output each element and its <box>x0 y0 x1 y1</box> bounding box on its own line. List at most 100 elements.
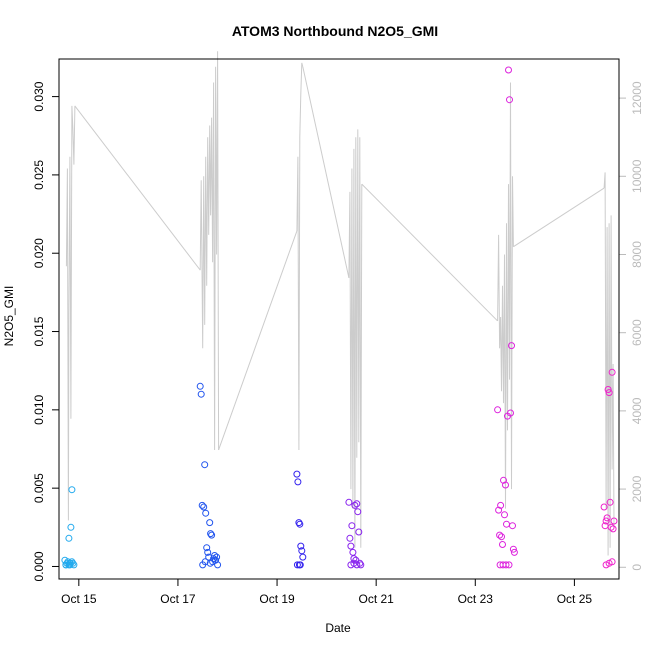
data-point <box>349 548 357 556</box>
data-point <box>506 96 513 104</box>
data-point <box>496 531 504 539</box>
data-point <box>201 558 209 566</box>
data-point <box>294 478 302 486</box>
data-point <box>68 558 76 566</box>
data-point <box>608 558 616 566</box>
data-point <box>507 409 514 417</box>
x-axis-label: Date <box>325 621 351 635</box>
data-point <box>509 545 517 553</box>
data-point <box>347 542 355 550</box>
data-point <box>351 501 359 509</box>
data-point <box>502 561 510 569</box>
data-point <box>67 523 75 531</box>
data-point <box>354 508 362 516</box>
y-tick-label: 0.000 <box>32 551 46 581</box>
y2-tick-label: 8000 <box>630 241 644 268</box>
data-point <box>211 552 219 559</box>
y-tick-label: 0.010 <box>32 395 46 425</box>
altitude-trace <box>65 51 615 556</box>
x-tick-label: Oct 25 <box>557 592 593 606</box>
axes: Oct 15 Oct 17 Oct 19 Oct 21 Oct 23 Oct 25 0.00… <box>32 81 644 606</box>
y-tick-label: 0.020 <box>32 238 46 268</box>
data-point <box>606 498 614 506</box>
data-point <box>65 534 73 542</box>
data-point <box>605 389 613 397</box>
data-point <box>503 520 510 528</box>
data-point <box>200 503 208 511</box>
data-point <box>206 519 214 527</box>
x-tick-label: Oct 21 <box>358 592 394 606</box>
plot-frame <box>58 58 620 580</box>
data-point <box>196 382 204 390</box>
data-point <box>509 522 516 530</box>
data-point <box>208 531 216 539</box>
y-tick-label: 0.025 <box>32 160 46 190</box>
y2-tick-label: 6000 <box>630 319 644 346</box>
altitude-connector <box>218 230 298 451</box>
data-point <box>348 522 356 530</box>
data-point <box>510 548 518 556</box>
data-point <box>345 498 353 506</box>
data-point <box>604 386 612 393</box>
data-point <box>198 501 206 509</box>
data-point <box>206 559 214 567</box>
y-axis-label: N2O5_GMI <box>2 286 16 347</box>
data-point <box>600 503 608 511</box>
data-point <box>508 342 515 350</box>
data-point <box>201 461 209 469</box>
y-tick-label: 0.015 <box>32 316 46 346</box>
data-point <box>608 368 616 376</box>
data-point <box>211 556 219 564</box>
y2-tick-label: 2000 <box>630 475 644 502</box>
data-point <box>505 66 512 74</box>
data-point <box>602 517 610 525</box>
data-point <box>299 553 307 561</box>
data-point <box>353 561 361 569</box>
x-tick-label: Oct 19 <box>259 592 295 606</box>
data-point <box>355 528 363 536</box>
data-point <box>607 523 615 531</box>
data-point <box>68 486 76 494</box>
data-point <box>609 525 617 533</box>
data-point <box>207 530 215 538</box>
y2-tick-label: 12000 <box>630 81 644 115</box>
y2-tick-label: 10000 <box>630 159 644 193</box>
altitude-connector <box>361 183 498 322</box>
data-point <box>495 506 503 514</box>
data-point <box>498 533 505 541</box>
data-point <box>203 544 211 552</box>
x-tick-label: Oct 23 <box>458 592 494 606</box>
data-point <box>499 541 506 548</box>
data-point <box>293 470 301 478</box>
data-point <box>202 509 210 517</box>
data-point <box>62 561 70 569</box>
altitude-connector <box>513 187 605 248</box>
data-point <box>350 555 358 563</box>
data-point <box>293 561 301 569</box>
data-point <box>346 534 354 542</box>
x-tick-label: Oct 15 <box>61 592 97 606</box>
data-point <box>494 406 502 414</box>
data-point <box>297 542 305 550</box>
data-point <box>502 481 509 489</box>
y-tick-label: 0.005 <box>32 473 46 503</box>
data-point <box>501 511 508 519</box>
y-tick-label: 0.030 <box>32 81 46 111</box>
chart-title: ATOM3 Northbound N2O5_GMI <box>232 23 438 39</box>
data-point <box>66 559 74 567</box>
data-point <box>204 548 212 556</box>
data-point <box>497 501 505 509</box>
data-point <box>357 561 365 569</box>
data-point <box>296 520 304 528</box>
data-point <box>353 500 361 508</box>
data-points <box>61 66 618 569</box>
data-point <box>296 561 304 569</box>
altitude-connector <box>302 66 350 279</box>
altitude-connector <box>74 105 201 271</box>
data-point <box>505 561 513 569</box>
data-point <box>603 514 611 522</box>
altitude-series <box>65 51 615 556</box>
data-point <box>500 476 507 484</box>
data-point <box>610 517 618 525</box>
